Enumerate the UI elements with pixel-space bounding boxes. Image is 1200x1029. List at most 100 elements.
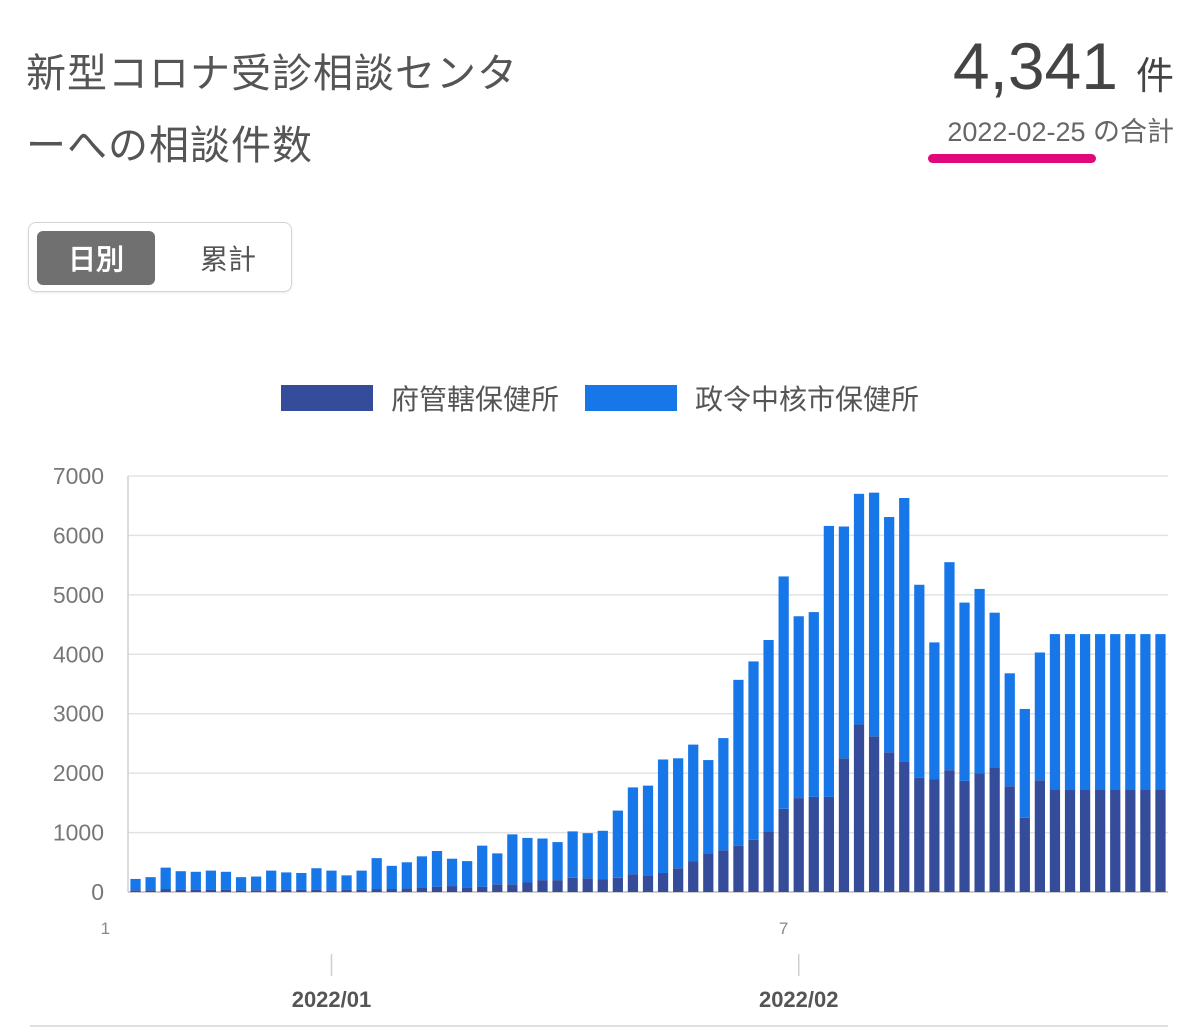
legend-item-series1[interactable]: 府管轄保健所 — [280, 378, 559, 418]
y-tick-label: 6000 — [53, 522, 104, 548]
bar-segment-series2 — [431, 850, 443, 887]
bar-segment-series2 — [341, 875, 352, 890]
cumulative-toggle-button[interactable]: 累計 — [199, 243, 256, 276]
bar-segment-series2 — [130, 878, 141, 891]
bar-segment-series1 — [552, 880, 563, 892]
bar-segment-series1 — [567, 877, 578, 892]
bar-segment-series1 — [1004, 786, 1015, 892]
bar-segment-series1 — [386, 889, 397, 892]
bar-segment-series1 — [1019, 817, 1030, 892]
y-tick-label: 5000 — [53, 582, 104, 608]
bar-segment-series1 — [673, 868, 684, 892]
title-line-2: ーへの相談件数 — [26, 123, 313, 169]
bar-segment-series1 — [914, 777, 925, 892]
bar-segment-series1 — [1095, 789, 1106, 892]
bar-segment-series1 — [1079, 789, 1091, 892]
bar-segment-series1 — [341, 889, 352, 892]
bar-segment-series1 — [808, 796, 819, 892]
bar-segment-series2 — [190, 871, 201, 890]
bar-segment-series1 — [868, 736, 880, 892]
bar-segment-series1 — [1110, 789, 1121, 892]
y-tick-label: 7000 — [53, 463, 104, 489]
bar-segment-series2 — [1140, 634, 1151, 790]
bar-segment-series2 — [145, 877, 156, 891]
bar-segment-series1 — [627, 874, 639, 892]
bar-segment-series2 — [311, 868, 322, 890]
bar-segment-series2 — [642, 785, 654, 876]
chart-legend: 府管轄保健所 政令中核市保健所 — [0, 378, 1200, 418]
y-tick-label: 2000 — [53, 760, 104, 786]
bar-segment-series2 — [989, 612, 1000, 768]
bar-segment-series1 — [477, 886, 488, 892]
bar-segment-series2 — [627, 787, 639, 875]
total-value: 4,341 — [952, 29, 1118, 103]
bar-segment-series2 — [567, 831, 578, 878]
x-month-label: 2022/01 — [292, 987, 372, 1012]
bar-segment-series2 — [914, 584, 925, 778]
total-summary: 4,341 件 2022-02-25 の合計 — [947, 28, 1174, 149]
bar-segment-series2 — [386, 865, 397, 890]
bar-segment-series1 — [929, 779, 940, 892]
bar-segment-series2 — [1064, 634, 1076, 790]
bar-segment-series2 — [1049, 634, 1061, 790]
title-line-1: 新型コロナ受診相談センタ — [26, 51, 518, 97]
bar-segment-series1 — [959, 780, 970, 892]
bar-segment-series1 — [612, 877, 623, 892]
bar-segment-series2 — [974, 588, 985, 774]
bar-segment-series1 — [356, 889, 367, 892]
daily-toggle-button[interactable]: 日別 — [37, 231, 155, 285]
bar-segment-series2 — [477, 845, 488, 887]
bar-segment-series1 — [462, 887, 473, 892]
bar-segment-series1 — [1125, 789, 1136, 892]
bar-segment-series2 — [522, 837, 533, 883]
bar-segment-series1 — [266, 889, 277, 892]
bar-segment-series2 — [1110, 634, 1121, 790]
bar-segment-series2 — [326, 870, 337, 891]
bar-segment-series1 — [145, 890, 156, 892]
bar-segment-series1 — [748, 839, 759, 892]
stacked-bar-chart: 0 1000 2000 3000 4000 5000 6000 7000 1 7 2022/01 20… — [30, 463, 1168, 1027]
legend-label-series2: 政令中核市保健所 — [695, 383, 920, 416]
bar-segment-series2 — [537, 838, 548, 881]
x-small-label: 1 — [101, 919, 110, 938]
bar-segment-series1 — [733, 845, 744, 892]
bar-segment-series2 — [688, 744, 699, 862]
bar-segment-series2 — [446, 858, 458, 887]
bar-segment-series1 — [703, 853, 714, 892]
highlight-underline — [928, 154, 1096, 163]
bar-segment-series1 — [642, 875, 654, 892]
y-tick-label: 0 — [91, 879, 104, 905]
bar-segment-series2 — [1034, 652, 1046, 781]
y-tick-label: 3000 — [53, 701, 104, 727]
bar-segment-series2 — [175, 871, 186, 890]
bar-segment-series1 — [326, 890, 337, 892]
y-tick-label: 4000 — [53, 641, 104, 667]
bar-segment-series2 — [1079, 634, 1091, 790]
legend-label-series1: 府管轄保健所 — [390, 383, 559, 416]
bar-segment-series2 — [371, 858, 382, 890]
bar-segment-series2 — [959, 602, 970, 781]
bar-segment-series1 — [1064, 789, 1076, 892]
bar-segment-series1 — [416, 887, 428, 892]
bar-segment-series2 — [703, 760, 714, 854]
bar-segment-series2 — [507, 834, 518, 885]
bar-segment-series2 — [492, 853, 503, 885]
legend-item-series2[interactable]: 政令中核市保健所 — [585, 378, 919, 418]
bar-segment-series1 — [205, 889, 217, 892]
bar-segment-series1 — [492, 884, 503, 892]
bar-segment-series1 — [718, 850, 729, 892]
bar-segment-series2 — [808, 612, 819, 797]
legend-swatch-series2 — [585, 385, 677, 411]
bar-segment-series1 — [793, 798, 804, 892]
bar-segment-series1 — [220, 889, 232, 892]
bar-segment-series1 — [763, 831, 774, 892]
bar-segment-series1 — [989, 767, 1000, 892]
bar-segment-series2 — [944, 562, 955, 771]
bar-segment-series2 — [823, 525, 834, 797]
total-unit: 件 — [1135, 54, 1174, 98]
bar-segment-series2 — [793, 616, 804, 799]
bar-segment-series1 — [281, 889, 292, 892]
bar-segment-series1 — [884, 752, 895, 892]
bar-segment-series2 — [612, 810, 623, 878]
total-date: 2022-02-25 の合計 — [947, 117, 1174, 147]
